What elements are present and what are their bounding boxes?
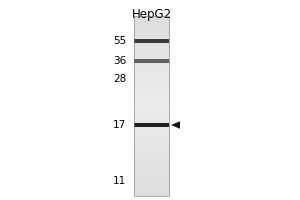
Bar [134, 123, 169, 127]
Text: 55: 55 [113, 36, 126, 46]
Text: 36: 36 [113, 56, 126, 66]
Text: 28: 28 [113, 74, 126, 84]
Bar [134, 16, 169, 196]
Polygon shape [171, 121, 180, 129]
Text: 11: 11 [113, 176, 126, 186]
Text: 17: 17 [113, 120, 126, 130]
Bar [134, 59, 169, 63]
Bar [134, 39, 169, 43]
Text: HepG2: HepG2 [131, 8, 172, 21]
